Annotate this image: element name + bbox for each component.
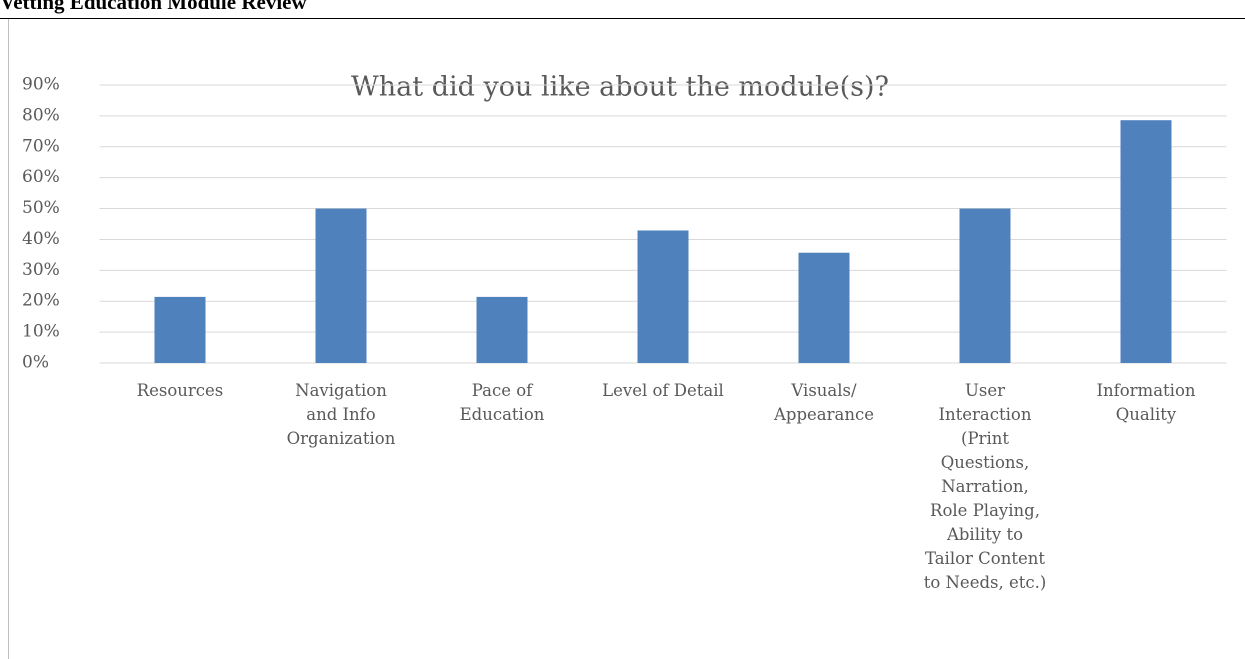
x-tick-label: Pace of Education [459,381,545,424]
y-tick-label: 60% [22,167,60,187]
document-heading: Vetting Education Module Review [0,0,307,14]
y-tick-label: 0% [22,353,49,373]
bar [798,252,850,363]
chart-title: What did you like about the module(s)? [351,72,889,103]
y-tick-label: 10% [22,322,60,342]
x-tick-label: Resources [136,381,224,400]
x-tick-label: Information Quality [1096,381,1196,424]
bar [315,208,367,363]
y-tick-label: 50% [22,198,60,218]
y-tick-label: 30% [22,260,60,280]
x-tick-label: User Interaction (Print Questions, Narra… [923,381,1047,592]
x-tick-label: Level of Detail [602,381,724,400]
y-tick-label: 20% [22,291,60,311]
y-tick-label: 80% [22,105,60,125]
heading-rule [0,18,1245,19]
chart: What did you like about the module(s)? 0… [22,72,1227,373]
bar [1120,120,1172,363]
chart-frame [8,19,1245,659]
bar [476,296,528,363]
y-tick-label: 90% [22,75,60,95]
x-tick-label: Navigation and Info Organization [286,381,396,448]
bar [959,208,1011,363]
y-tick-label: 40% [22,229,60,249]
x-tick-label: Visuals/ Appearance [774,381,874,424]
y-tick-label: 70% [22,136,60,156]
bar [637,230,689,363]
bar [154,296,206,363]
